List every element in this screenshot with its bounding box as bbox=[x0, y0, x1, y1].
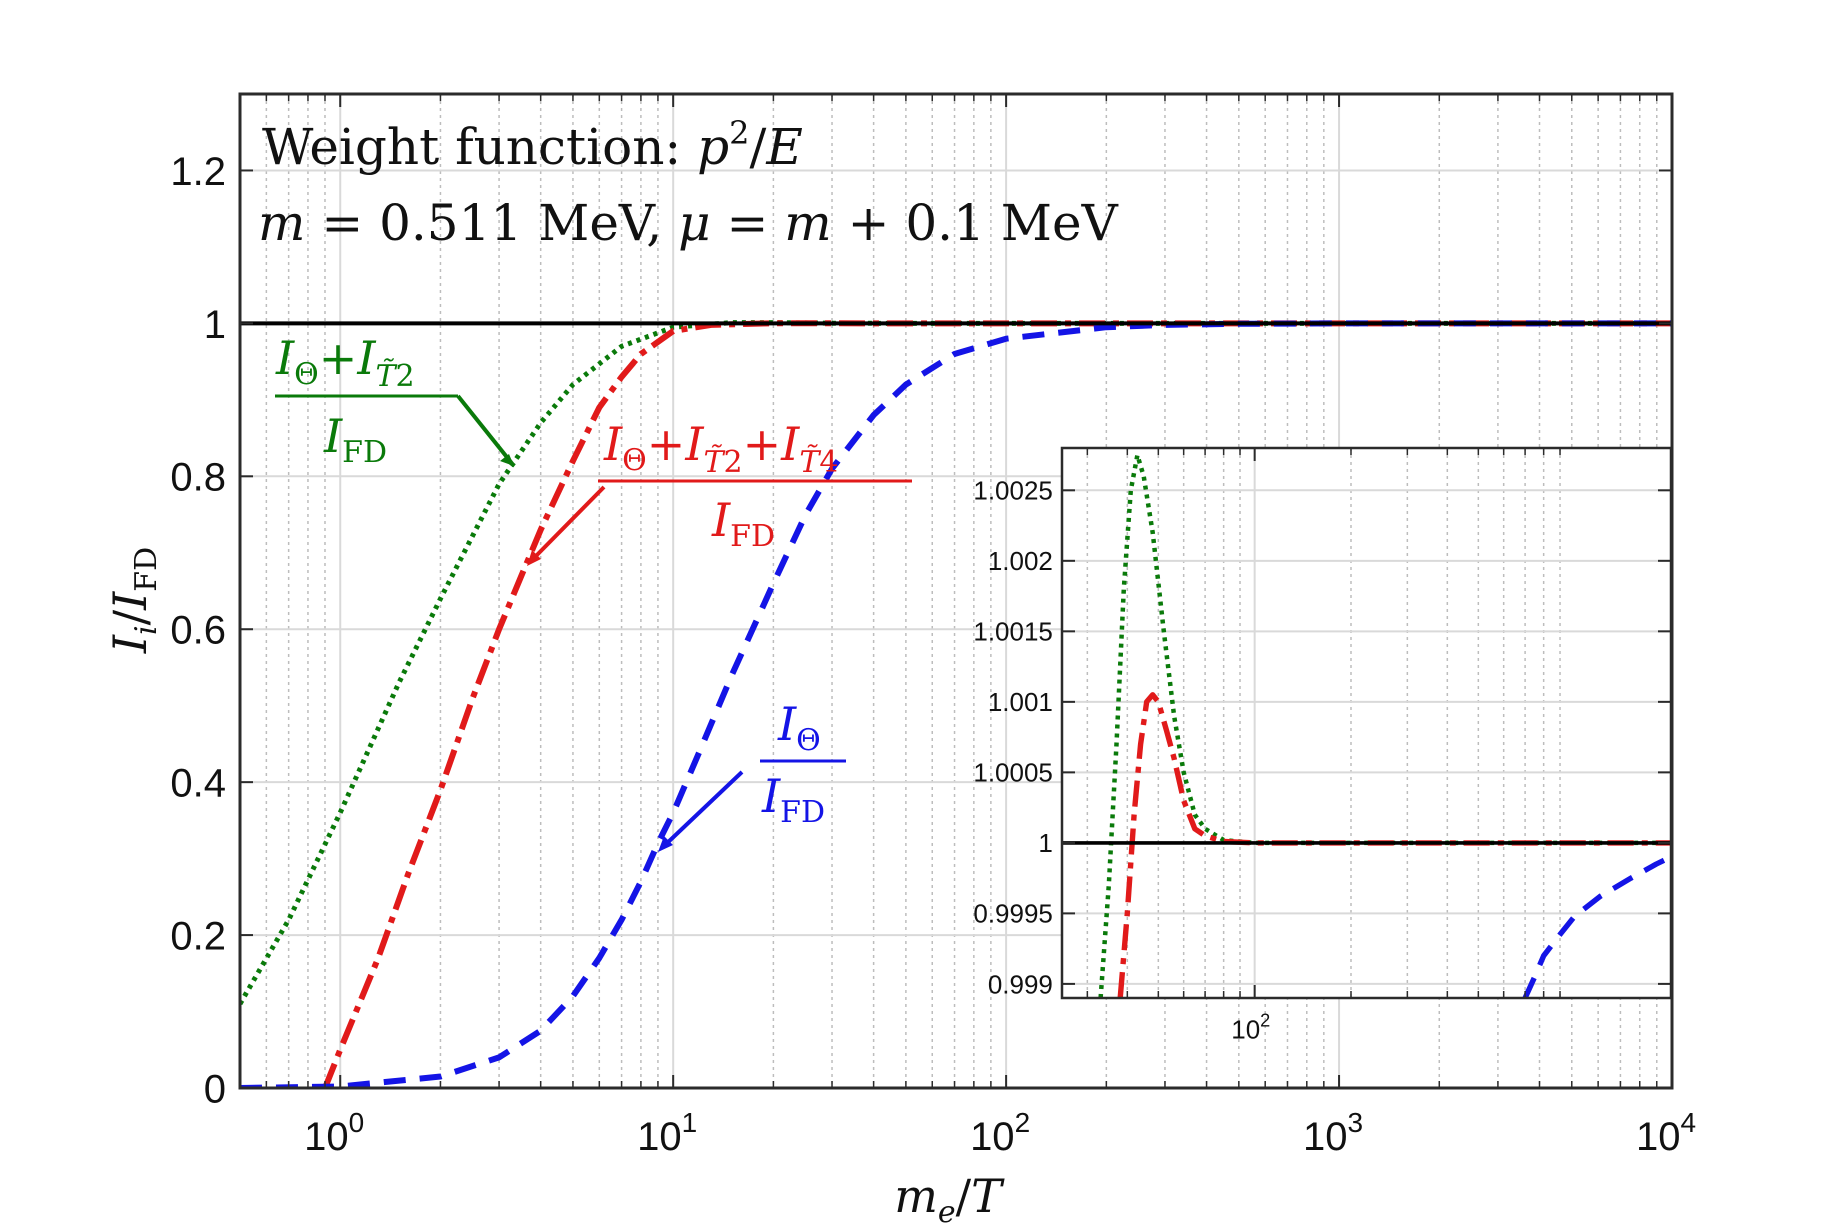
green-label-arrow bbox=[456, 394, 516, 468]
red-series-label: IΘ+IT̃2+IT̃4 IFD bbox=[598, 417, 912, 554]
x-axis-label: me/T bbox=[894, 1169, 1005, 1226]
main-y-tick-label: 0.8 bbox=[170, 456, 226, 500]
main-x-tick-label: 100 bbox=[304, 1107, 364, 1159]
blue-series-label: IΘ IFD bbox=[760, 697, 846, 830]
inset-y-tick-label: 1 bbox=[1038, 828, 1052, 858]
svg-text:IΘ+IT̃2: IΘ+IT̃2 bbox=[275, 331, 415, 394]
chart-title-line2: m = 0.511 MeV, μ = m + 0.1 MeV bbox=[258, 194, 1119, 252]
inset-series-group bbox=[1062, 452, 1671, 998]
svg-text:IΘ: IΘ bbox=[777, 697, 821, 758]
inset-ticks: 102 0.999 0.9995 1 1.0005 1.001 1.0015 1.002 1.0… bbox=[973, 448, 1671, 1044]
chart-title-line1: Weight function: p2/E bbox=[262, 114, 803, 176]
green-series-label: IΘ+IT̃2 IFD bbox=[275, 331, 458, 470]
inset-y-tick-label: 1.0005 bbox=[973, 758, 1053, 788]
svg-text:IFD: IFD bbox=[323, 409, 387, 470]
green-arrowhead bbox=[500, 454, 514, 466]
inset-grid bbox=[1062, 448, 1671, 998]
inset-axes-frame bbox=[1060, 446, 1673, 1000]
main-y-tick-label: 0.6 bbox=[170, 609, 226, 653]
red-label-arrow bbox=[530, 485, 606, 562]
blue-arrowhead bbox=[658, 836, 673, 852]
main-y-tick-label: 1.2 bbox=[170, 150, 226, 194]
svg-text:IΘ+IT̃2+IT̃4: IΘ+IT̃2+IT̃4 bbox=[603, 417, 838, 480]
svg-text:IFD: IFD bbox=[711, 493, 775, 554]
inset-y-tick-label: 1.002 bbox=[988, 546, 1053, 576]
inset-y-tick-label: 0.999 bbox=[988, 969, 1053, 999]
main-ticks: 100 101 102 103 104 0 0.2 0.4 0.6 0.8 1 1.2 bbox=[170, 94, 1696, 1159]
inset-y-tick-label: 1.0025 bbox=[973, 476, 1053, 506]
red-arrowhead bbox=[527, 550, 541, 566]
inset-series-green-line bbox=[1098, 452, 1671, 998]
main-y-tick-label: 0 bbox=[204, 1067, 226, 1111]
inset-y-tick-label: 0.9995 bbox=[973, 899, 1053, 929]
main-series-blue-line bbox=[240, 320, 1672, 1088]
inset-x-tick-label: 102 bbox=[1231, 1011, 1270, 1045]
main-y-tick-label: 0.4 bbox=[170, 762, 226, 806]
blue-label-arrow bbox=[662, 770, 744, 848]
main-x-tick-label: 102 bbox=[970, 1107, 1030, 1159]
main-series-red-line bbox=[322, 320, 1672, 1088]
main-x-tick-label: 104 bbox=[1636, 1107, 1696, 1159]
main-y-tick-label: 0.2 bbox=[170, 914, 226, 958]
inset-y-tick-label: 1.001 bbox=[988, 687, 1053, 717]
inset-series-blue-line bbox=[1522, 854, 1671, 998]
main-x-tick-label: 103 bbox=[1303, 1107, 1363, 1159]
y-axis-label: Ii/IFD bbox=[103, 547, 164, 654]
svg-text:IFD: IFD bbox=[761, 769, 825, 830]
main-series-group bbox=[240, 320, 1672, 1088]
main-y-tick-label: 1 bbox=[204, 303, 226, 347]
main-x-tick-label: 101 bbox=[637, 1107, 697, 1159]
inset-y-tick-label: 1.0015 bbox=[973, 617, 1053, 647]
